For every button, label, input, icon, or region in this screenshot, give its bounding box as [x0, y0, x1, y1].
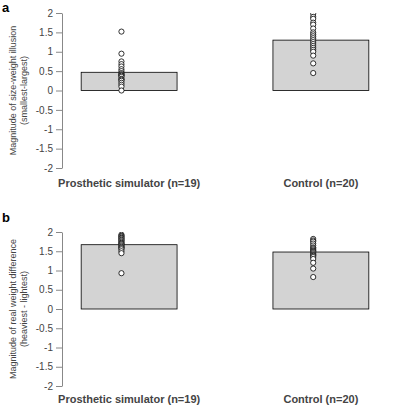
y-tick-mark: [56, 328, 62, 329]
y-tick-label: 1.5: [39, 27, 53, 38]
y-tick: 0: [47, 85, 62, 96]
y-tick-label: 2: [47, 8, 53, 19]
x-axis: Prosthetic simulator (n=19) Control (n=20…: [58, 393, 359, 405]
data-point: [311, 70, 316, 75]
y-axis-title-line: Magnitude of real weight difference: [8, 239, 18, 379]
bar: [273, 40, 369, 90]
y-tick-mark: [56, 71, 62, 72]
x-tick-label: Control (n=20): [283, 393, 358, 405]
figure: -2 -1.5 -1 -0.5 0 0.5 1 1.5 2 Prosthetic simulato…: [0, 0, 393, 409]
data-point: [119, 51, 124, 56]
panel: -2 -1.5 -1 -0.5 0 0.5 1 1.5 2 Prosthetic simulato…: [2, 210, 369, 405]
y-tick-label: -1: [44, 342, 53, 353]
y-tick-label: 2: [47, 227, 53, 238]
x-tick: Control (n=20): [283, 393, 358, 405]
plot-area: [81, 232, 369, 309]
x-tick-label: Prosthetic simulator (n=19): [58, 177, 200, 189]
x-tick: Prosthetic simulator (n=19): [58, 177, 200, 189]
panel: -2 -1.5 -1 -0.5 0 0.5 1 1.5 2 Prosthetic simulato…: [2, 0, 369, 189]
y-axis: -2 -1.5 -1 -0.5 0 0.5 1 1.5 2: [36, 8, 63, 174]
y-tick-mark: [56, 290, 62, 291]
y-tick-mark: [56, 13, 62, 14]
y-axis: -2 -1.5 -1 -0.5 0 0.5 1 1.5 2: [36, 227, 63, 392]
y-tick: 1.5: [39, 27, 62, 38]
y-axis-line: [62, 233, 63, 387]
panel-label: b: [2, 210, 10, 225]
y-tick: 1: [47, 265, 62, 276]
x-tick-label: Prosthetic simulator (n=19): [58, 393, 200, 405]
y-tick-mark: [56, 52, 62, 53]
y-tick: -0.5: [36, 105, 62, 116]
y-tick-mark: [56, 386, 62, 387]
y-tick: -2: [44, 381, 62, 392]
y-tick-label: -1.5: [36, 361, 54, 372]
y-tick-label: -0.5: [36, 105, 54, 116]
y-tick: -1.5: [36, 143, 62, 154]
y-tick-mark: [56, 232, 62, 233]
y-tick-label: -1: [44, 124, 53, 135]
y-tick-mark: [56, 110, 62, 111]
y-tick: 1: [47, 46, 62, 57]
y-tick-mark: [56, 271, 62, 272]
y-tick-label: 0.5: [39, 66, 53, 77]
y-tick-mark: [56, 149, 62, 150]
x-tick: Control (n=20): [283, 177, 358, 189]
y-tick-mark: [56, 168, 62, 169]
data-point: [311, 61, 316, 66]
y-tick: -1: [44, 124, 62, 135]
y-tick-mark: [56, 309, 62, 310]
y-tick: 0.5: [39, 66, 62, 77]
y-tick-mark: [56, 251, 62, 252]
y-tick: 0: [47, 304, 62, 315]
y-tick-label: 1: [47, 46, 53, 57]
data-point: [119, 251, 124, 256]
y-tick-label: 0: [47, 85, 53, 96]
y-tick-label: 0: [47, 304, 53, 315]
bar: [81, 245, 177, 309]
y-tick: 1.5: [39, 246, 62, 257]
y-tick-mark: [56, 91, 62, 92]
y-axis-title-line: (heaviest - lightest): [19, 271, 29, 347]
data-point: [311, 53, 316, 58]
y-tick-label: 1.5: [39, 246, 53, 257]
x-tick: Prosthetic simulator (n=19): [58, 393, 200, 405]
y-tick: 0.5: [39, 284, 62, 295]
y-tick: 2: [47, 8, 62, 19]
y-axis-title-line: Magnitude of size-weight illusion: [8, 26, 18, 156]
y-tick-label: 1: [47, 265, 53, 276]
bar: [81, 72, 177, 90]
y-axis-title: Magnitude of size-weight illusion(smalle…: [8, 26, 29, 156]
data-point: [119, 88, 124, 93]
panel-label: a: [2, 0, 10, 15]
y-tick: -0.5: [36, 323, 62, 334]
y-tick-mark: [56, 367, 62, 368]
y-axis-title: Magnitude of real weight difference(heav…: [8, 239, 29, 379]
y-tick-mark: [56, 129, 62, 130]
data-point: [119, 271, 124, 276]
data-point: [311, 260, 316, 265]
y-tick: 2: [47, 227, 62, 238]
y-tick-label: -0.5: [36, 323, 54, 334]
y-tick-label: 0.5: [39, 284, 53, 295]
x-tick-label: Control (n=20): [283, 177, 358, 189]
bar: [273, 252, 369, 309]
y-tick-label: -2: [44, 381, 53, 392]
x-axis: Prosthetic simulator (n=19) Control (n=20…: [58, 177, 359, 189]
y-tick-label: -1.5: [36, 143, 54, 154]
y-axis-line: [62, 14, 63, 169]
y-tick-mark: [56, 348, 62, 349]
y-tick: -2: [44, 163, 62, 174]
data-point: [311, 274, 316, 279]
y-tick: -1: [44, 342, 62, 353]
data-point: [311, 266, 316, 271]
data-point: [119, 29, 124, 34]
y-tick: -1.5: [36, 361, 62, 372]
y-axis-title-line: (smallest-largest): [19, 56, 29, 125]
y-tick-label: -2: [44, 163, 53, 174]
plot-area: [81, 13, 369, 93]
y-tick-mark: [56, 32, 62, 33]
